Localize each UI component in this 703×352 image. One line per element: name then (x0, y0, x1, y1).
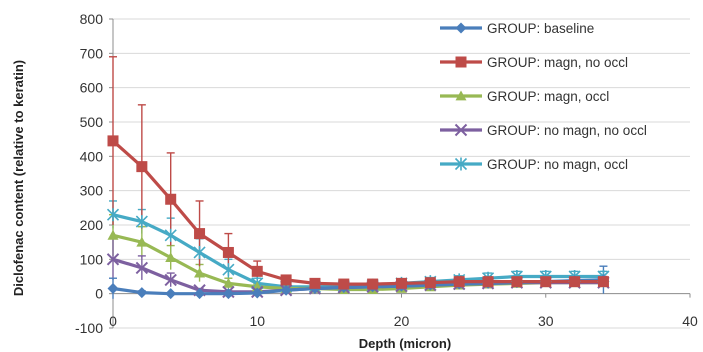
x-tick-labels: 0 10 20 30 40 (109, 313, 698, 329)
x-tick-label: 0 (109, 313, 117, 329)
data-point (338, 278, 350, 290)
data-point (251, 287, 263, 299)
data-point (135, 261, 149, 275)
data-point (597, 276, 609, 288)
data-point (164, 273, 177, 287)
y-tick-label: 800 (80, 11, 104, 27)
y-tick-label: 0 (95, 286, 103, 302)
series-line (112, 213, 604, 289)
y-tick-labels: -100 0 100 200 300 400 500 600 700 800 (75, 11, 103, 336)
data-point (367, 278, 379, 290)
data-point (280, 274, 292, 286)
data-point (482, 276, 494, 288)
legend-entry: GROUP: no magn, occl (487, 157, 628, 172)
x-axis-title: Depth (micron) (359, 336, 451, 351)
y-axis-title: Diclofenac content (relative to keratin) (11, 60, 26, 296)
x-tick-label: 10 (249, 313, 265, 329)
data-point (165, 252, 177, 263)
data-point (222, 263, 235, 277)
legend-entry: GROUP: baseline (487, 21, 594, 36)
y-tick-label: 700 (80, 45, 104, 61)
data-point (222, 288, 234, 300)
x-tick-label: 40 (682, 313, 698, 329)
data-point (222, 277, 234, 288)
data-point (165, 288, 177, 300)
legend: GROUP: baseline GROUP: magn, no occl GROUP… (440, 21, 647, 172)
data-point (194, 267, 206, 278)
data-point (453, 276, 465, 288)
data-point (309, 277, 321, 289)
x-tick-label: 20 (394, 313, 410, 329)
data-point (135, 215, 148, 229)
data-point (455, 90, 467, 101)
data-point (136, 161, 148, 173)
y-tick-label: 500 (80, 114, 104, 130)
data-point (454, 123, 468, 137)
data-point (106, 253, 120, 266)
y-tick-label: -100 (75, 320, 103, 336)
data-point (455, 56, 467, 68)
y-tick-label: 400 (80, 148, 104, 164)
data-point (511, 276, 523, 288)
series-markers (106, 135, 610, 300)
data-point (194, 228, 206, 240)
data-point (569, 276, 581, 288)
data-point (251, 265, 263, 277)
data-point (107, 283, 119, 295)
data-point (193, 245, 206, 259)
y-tick-label: 600 (80, 80, 104, 96)
legend-entry: GROUP: no magn, no occl (487, 123, 647, 138)
data-point (455, 22, 467, 34)
data-point (165, 193, 177, 205)
legend-entry: GROUP: magn, no occl (487, 55, 628, 70)
data-point (222, 246, 234, 258)
y-tick-label: 200 (80, 217, 104, 233)
data-point (106, 208, 120, 222)
data-point (136, 236, 148, 247)
data-point (540, 276, 552, 288)
data-point (164, 228, 177, 242)
y-tick-label: 300 (80, 183, 104, 199)
data-point (280, 284, 292, 296)
legend-entry: GROUP: magn, occl (487, 89, 609, 104)
data-point (136, 287, 148, 299)
data-point (107, 135, 119, 147)
data-point (194, 288, 206, 300)
data-point (424, 277, 436, 289)
data-point (107, 229, 119, 240)
data-point (454, 157, 468, 171)
y-tick-label: 100 (80, 251, 104, 267)
x-tick-label: 30 (538, 313, 554, 329)
data-point (396, 277, 407, 289)
